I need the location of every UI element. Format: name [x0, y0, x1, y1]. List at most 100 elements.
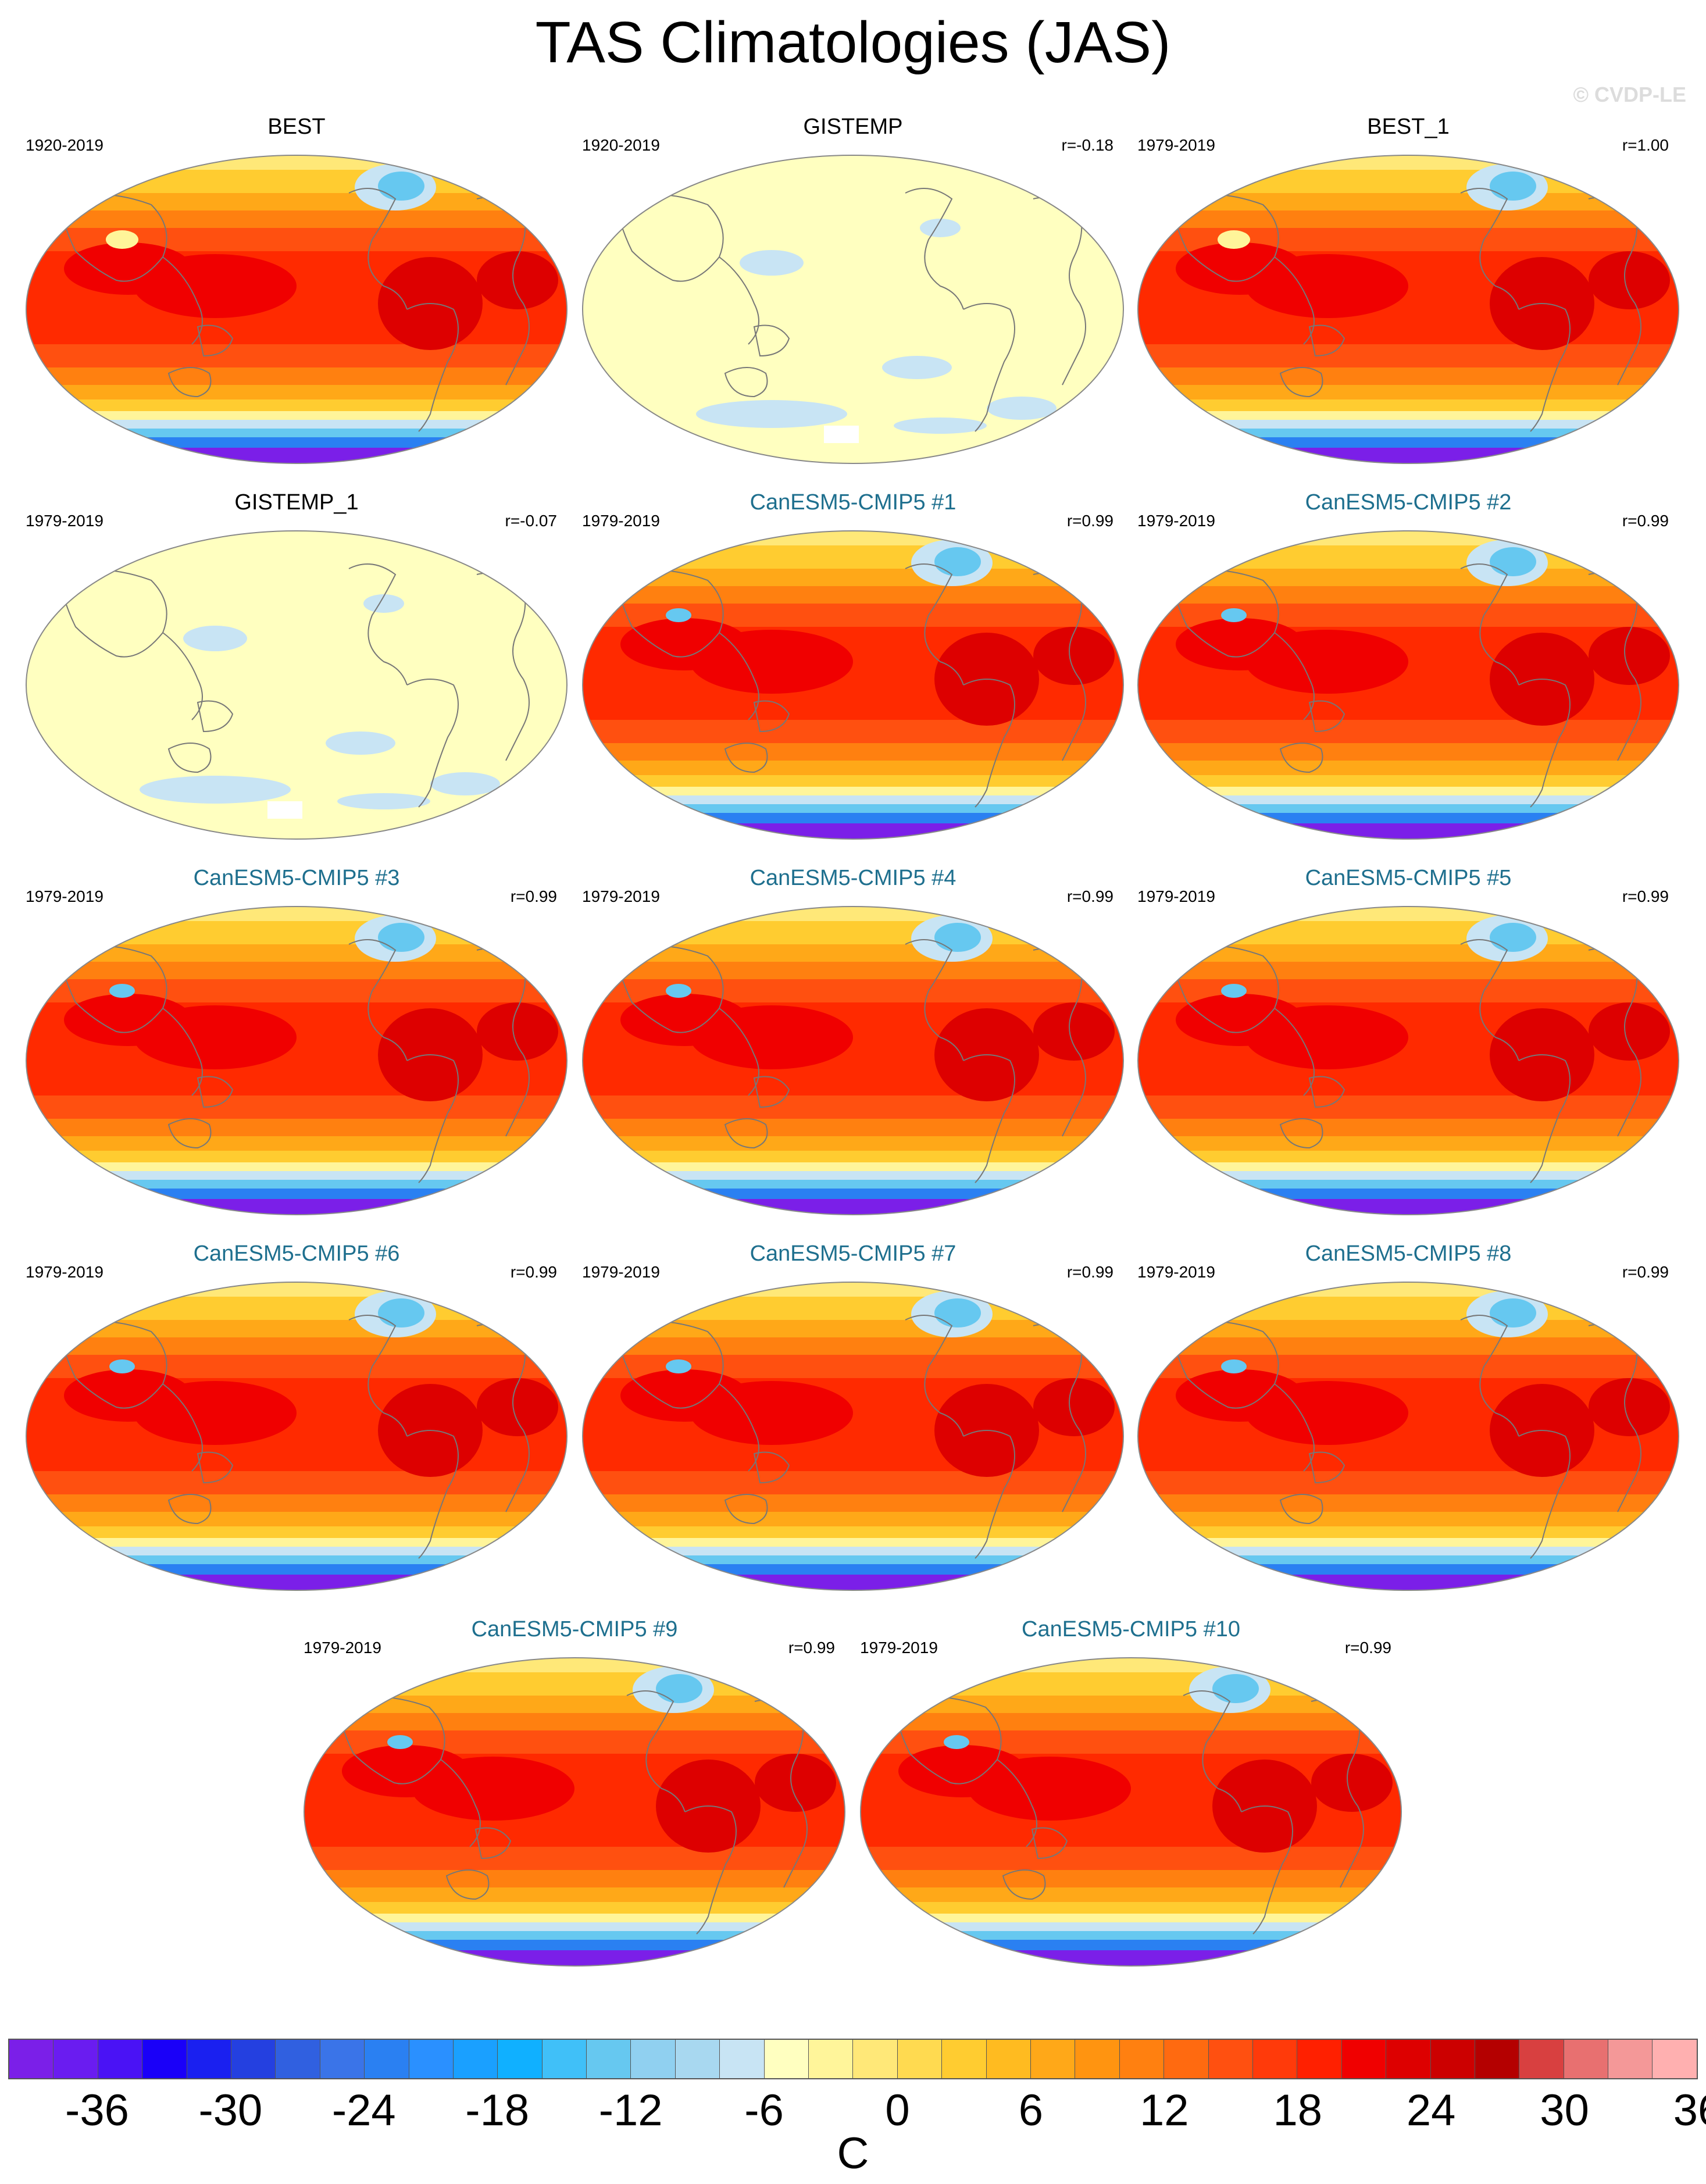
- panel-correlation: r=1.00: [1622, 136, 1669, 154]
- colorbar-tick-label: -36: [65, 2086, 129, 2135]
- colorbar-swatch: [1386, 2040, 1431, 2078]
- map-panel: CanESM5-CMIP5 #1 1979-2019 r=0.99: [580, 484, 1126, 844]
- map-panel: CanESM5-CMIP5 #7 1979-2019 r=0.99: [580, 1235, 1126, 1596]
- colorbar-swatch: [9, 2040, 54, 2078]
- colorbar-swatch: [365, 2040, 409, 2078]
- colorbar-swatch: [1164, 2040, 1209, 2078]
- map-panel: CanESM5-CMIP5 #4 1979-2019 r=0.99: [580, 859, 1126, 1220]
- panel-period: 1979-2019: [582, 1263, 660, 1281]
- panel-correlation: r=0.99: [1622, 1263, 1669, 1281]
- map-panel: CanESM5-CMIP5 #5 1979-2019 r=0.99: [1135, 859, 1682, 1220]
- colorbar-swatch: [675, 2040, 720, 2078]
- colorbar-swatch: [98, 2040, 143, 2078]
- colorbar-swatch: [720, 2040, 765, 2078]
- panel-period: 1979-2019: [26, 512, 103, 530]
- colorbar-tick-label: 0: [885, 2086, 910, 2135]
- panel-period: 1979-2019: [1137, 887, 1215, 905]
- colorbar-swatch: [942, 2040, 987, 2078]
- colorbar-tick-label: 18: [1273, 2086, 1323, 2135]
- robinson-map: [304, 1657, 845, 1967]
- panel-title: GISTEMP: [803, 115, 903, 139]
- colorbar-swatch: [631, 2040, 676, 2078]
- panel-correlation: r=0.99: [510, 887, 557, 905]
- panel-correlation: r=0.99: [510, 1263, 557, 1281]
- colorbar-tick-label: 30: [1540, 2086, 1589, 2135]
- panel-title: CanESM5-CMIP5 #1: [750, 490, 956, 515]
- robinson-map: [582, 155, 1124, 464]
- panel-correlation: r=0.99: [1622, 512, 1669, 530]
- robinson-map: [26, 1282, 568, 1591]
- map-panel: GISTEMP 1920-2019 r=-0.18: [580, 108, 1126, 469]
- colorbar-swatch: [542, 2040, 587, 2078]
- map-panel: CanESM5-CMIP5 #9 1979-2019 r=0.99: [301, 1611, 848, 1971]
- robinson-map: [582, 1282, 1124, 1591]
- colorbar-tick-label: -18: [465, 2086, 530, 2135]
- colorbar-swatch: [409, 2040, 454, 2078]
- colorbar-swatch: [142, 2040, 187, 2078]
- colorbar-swatch: [809, 2040, 854, 2078]
- robinson-map: [1137, 1282, 1679, 1591]
- panel-period: 1920-2019: [26, 136, 103, 154]
- colorbar-tick-label: -6: [744, 2086, 784, 2135]
- robinson-map: [1137, 155, 1679, 464]
- colorbar-tick-label: 12: [1140, 2086, 1189, 2135]
- colorbar-tick-label: 36: [1673, 2086, 1706, 2135]
- colorbar-tick-label: -24: [331, 2086, 396, 2135]
- panel-correlation: r=0.99: [1066, 887, 1113, 905]
- panel-correlation: r=-0.07: [505, 512, 558, 530]
- panel-period: 1979-2019: [1137, 512, 1215, 530]
- colorbar-swatch: [1564, 2040, 1609, 2078]
- colorbar-swatch: [1608, 2040, 1653, 2078]
- robinson-map: [582, 906, 1124, 1215]
- map-panel: CanESM5-CMIP5 #8 1979-2019 r=0.99: [1135, 1235, 1682, 1596]
- robinson-map: [26, 155, 568, 464]
- colorbar-swatch: [231, 2040, 276, 2078]
- robinson-map: [1137, 906, 1679, 1215]
- colorbar-swatch: [1519, 2040, 1564, 2078]
- colorbar-swatch: [1430, 2040, 1475, 2078]
- map-panel: BEST 1920-2019: [23, 108, 570, 469]
- map-panel: CanESM5-CMIP5 #3 1979-2019 r=0.99: [23, 859, 570, 1220]
- colorbar-swatch: [1297, 2040, 1342, 2078]
- colorbar-swatch: [453, 2040, 498, 2078]
- panel-period: 1979-2019: [26, 1263, 103, 1281]
- panel-title: BEST: [267, 115, 326, 139]
- map-panel: GISTEMP_1 1979-2019 r=-0.07: [23, 484, 570, 844]
- panel-title: BEST_1: [1367, 115, 1450, 139]
- colorbar-swatch: [764, 2040, 809, 2078]
- colorbar-swatch: [587, 2040, 631, 2078]
- watermark: © CVDP-LE: [1573, 83, 1686, 106]
- panel-correlation: r=0.99: [1066, 1263, 1113, 1281]
- colorbar-swatch: [1341, 2040, 1387, 2078]
- robinson-map: [582, 530, 1124, 840]
- robinson-map: [26, 530, 568, 840]
- panel-title: CanESM5-CMIP5 #10: [1022, 1617, 1240, 1641]
- panel-period: 1979-2019: [1137, 1263, 1215, 1281]
- robinson-map: [1137, 530, 1679, 840]
- panel-title: CanESM5-CMIP5 #9: [471, 1617, 678, 1641]
- colorbar-swatch: [986, 2040, 1031, 2078]
- colorbar-swatch: [320, 2040, 365, 2078]
- panel-correlation: r=0.99: [1622, 887, 1669, 905]
- panel-title: CanESM5-CMIP5 #6: [193, 1241, 400, 1266]
- panel-title: CanESM5-CMIP5 #8: [1305, 1241, 1512, 1266]
- colorbar-swatch: [897, 2040, 943, 2078]
- panel-period: 1979-2019: [860, 1639, 938, 1657]
- colorbar-swatch: [1030, 2040, 1076, 2078]
- colorbar-swatch: [1252, 2040, 1298, 2078]
- panel-period: 1979-2019: [304, 1639, 381, 1657]
- colorbar-swatch: [53, 2040, 98, 2078]
- colorbar-swatch: [1075, 2040, 1120, 2078]
- colorbar: [8, 2039, 1698, 2079]
- colorbar-tick-label: -30: [198, 2086, 263, 2135]
- colorbar-swatch: [1653, 2040, 1697, 2078]
- map-panel: CanESM5-CMIP5 #6 1979-2019 r=0.99: [23, 1235, 570, 1596]
- colorbar-tick-label: 6: [1018, 2086, 1044, 2135]
- colorbar-swatch: [187, 2040, 231, 2078]
- panel-title: CanESM5-CMIP5 #7: [750, 1241, 956, 1266]
- panel-correlation: r=-0.18: [1061, 136, 1114, 154]
- panel-title: GISTEMP_1: [234, 490, 359, 515]
- colorbar-swatch: [498, 2040, 543, 2078]
- panel-title: CanESM5-CMIP5 #4: [750, 866, 956, 890]
- panel-title: CanESM5-CMIP5 #3: [193, 866, 400, 890]
